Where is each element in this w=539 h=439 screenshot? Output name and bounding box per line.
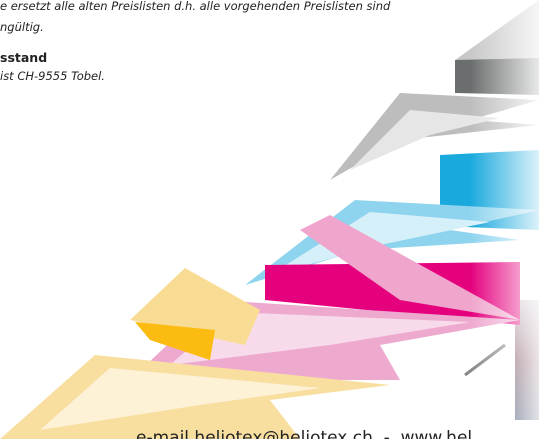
section-text: ist CH-9555 Tobel. xyxy=(0,69,105,83)
notice-line: e ersetzt alle alten Preislisten d.h. al… xyxy=(0,0,391,13)
notice-line: ngültig. xyxy=(0,20,44,34)
document-page: e ersetzt alle alten Preislisten d.h. al… xyxy=(0,0,539,439)
page: {"notice": {"line1": "e ersetzt alle alt… xyxy=(0,0,539,439)
footer-contact: e-mail heliotex@heliotex.ch - www.hel xyxy=(136,428,472,439)
decorative-planes xyxy=(0,0,539,439)
fade-overlay xyxy=(470,0,539,439)
section-heading: sstand xyxy=(0,50,47,65)
